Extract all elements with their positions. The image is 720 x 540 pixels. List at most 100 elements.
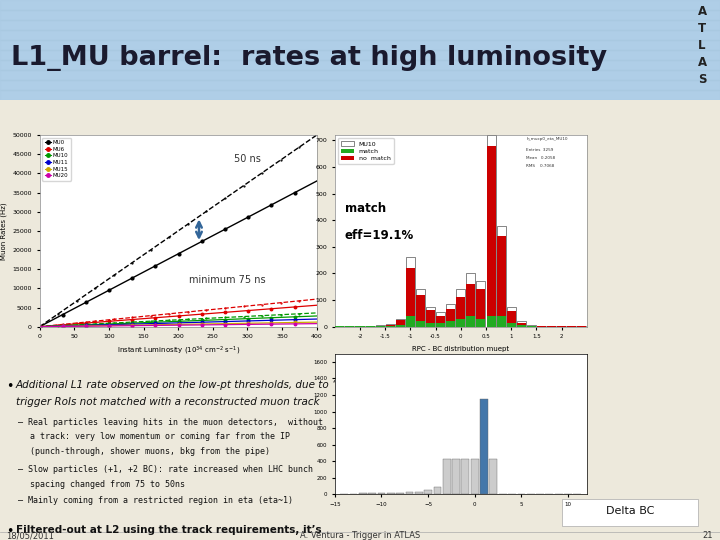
Text: A: A xyxy=(698,57,706,70)
Text: a track: very low momentum or coming far from the IP: a track: very low momentum or coming far… xyxy=(30,432,290,441)
Bar xyxy=(366,326,374,327)
Bar xyxy=(406,316,415,327)
Text: Entries  3259: Entries 3259 xyxy=(526,148,554,152)
Bar xyxy=(416,295,425,327)
Text: L1_MU barrel:  rates at high luminosity: L1_MU barrel: rates at high luminosity xyxy=(11,45,607,71)
Text: •: • xyxy=(6,380,13,393)
Text: minimum 75 ns: minimum 75 ns xyxy=(189,275,265,285)
Bar xyxy=(527,326,536,327)
Bar xyxy=(426,310,435,327)
Text: RMS    0.7068: RMS 0.7068 xyxy=(526,164,554,168)
Bar xyxy=(433,488,441,494)
Text: h_mucp0_eta_MU10: h_mucp0_eta_MU10 xyxy=(526,137,568,141)
Bar xyxy=(426,307,435,327)
Bar xyxy=(487,316,495,327)
Bar xyxy=(507,310,516,327)
Bar xyxy=(415,491,423,494)
Bar xyxy=(467,316,475,327)
Bar xyxy=(467,284,475,327)
Bar xyxy=(436,316,445,327)
Text: Delta BC: Delta BC xyxy=(606,507,654,516)
Bar xyxy=(562,498,698,526)
Bar xyxy=(406,268,415,327)
Text: 21: 21 xyxy=(702,531,713,540)
Bar xyxy=(477,289,485,327)
Bar xyxy=(477,281,485,327)
Legend: MU0, MU6, MU10, MU11, MU15, MU20: MU0, MU6, MU10, MU11, MU15, MU20 xyxy=(42,138,71,180)
Bar xyxy=(462,458,469,494)
Text: Mean   0.2058: Mean 0.2058 xyxy=(526,156,556,160)
Text: Filtered-out at L2 using the track requirements, it’s: Filtered-out at L2 using the track requi… xyxy=(16,524,321,535)
Text: T: T xyxy=(698,23,706,36)
Bar xyxy=(490,458,498,494)
Bar xyxy=(497,226,505,327)
Text: spacing changed from 75 to 50ns: spacing changed from 75 to 50ns xyxy=(30,480,185,489)
Bar xyxy=(396,319,405,327)
Bar xyxy=(436,323,445,327)
Bar xyxy=(507,307,516,327)
Bar xyxy=(396,493,404,494)
Bar xyxy=(0,0,720,10)
Bar xyxy=(0,20,720,30)
Text: S: S xyxy=(698,73,706,86)
Bar xyxy=(396,326,405,327)
Bar xyxy=(424,490,432,494)
Bar xyxy=(376,326,384,327)
Bar xyxy=(452,458,460,494)
Bar xyxy=(436,312,445,327)
Bar xyxy=(376,326,384,327)
Text: – Real particles leaving hits in the muon detectors,  without: – Real particles leaving hits in the muo… xyxy=(18,417,323,427)
Bar xyxy=(346,326,354,327)
Bar xyxy=(416,289,425,327)
Text: L: L xyxy=(698,39,706,52)
Y-axis label: Muon Rates (Hz): Muon Rates (Hz) xyxy=(1,202,7,260)
Bar xyxy=(471,458,479,494)
Bar xyxy=(386,324,395,327)
Bar xyxy=(0,80,720,90)
Bar xyxy=(0,70,720,80)
Bar xyxy=(356,326,364,327)
Bar xyxy=(0,40,720,50)
Text: MU10 match with standalone muons: MU10 match with standalone muons xyxy=(378,375,544,384)
Bar xyxy=(507,323,516,327)
X-axis label: Instant Luminosity (10$^{34}$ cm$^{-2}$ s$^{-1}$): Instant Luminosity (10$^{34}$ cm$^{-2}$ … xyxy=(117,345,240,357)
Bar xyxy=(497,316,505,327)
Bar xyxy=(416,321,425,327)
Bar xyxy=(480,399,488,494)
Text: – Mainly coming from a restricted region in eta (eta~1): – Mainly coming from a restricted region… xyxy=(18,496,293,505)
Text: (punch-through, shower muons, bkg from the pipe): (punch-through, shower muons, bkg from t… xyxy=(30,447,270,456)
Bar xyxy=(377,493,385,494)
Text: Additional L1 rate observed on the low-pt thresholds, due to “fake muons”:: Additional L1 rate observed on the low-p… xyxy=(16,380,408,390)
Text: 18/05/2011: 18/05/2011 xyxy=(6,531,53,540)
Legend: MU10, match, no  match: MU10, match, no match xyxy=(338,138,394,164)
Bar xyxy=(0,90,720,100)
Text: trigger RoIs not matched with a reconstructed muon track: trigger RoIs not matched with a reconstr… xyxy=(16,397,320,407)
Bar xyxy=(477,319,485,327)
Text: match: match xyxy=(345,202,386,215)
Bar xyxy=(517,323,526,327)
Bar xyxy=(443,458,451,494)
Bar xyxy=(406,258,415,327)
Bar xyxy=(0,10,720,20)
Bar xyxy=(456,298,465,327)
Bar xyxy=(396,320,405,327)
Bar xyxy=(0,60,720,70)
Bar xyxy=(467,273,475,327)
Bar xyxy=(405,492,413,494)
Bar xyxy=(366,326,374,327)
Bar xyxy=(356,326,364,327)
Text: 50 ns: 50 ns xyxy=(233,154,261,164)
Text: eff=19.1%: eff=19.1% xyxy=(345,229,414,242)
Title: RPC - BC distribution muept: RPC - BC distribution muept xyxy=(413,346,509,352)
Bar xyxy=(387,493,395,494)
Text: – Slow particles (+1, +2 BC): rate increased when LHC bunch: – Slow particles (+1, +2 BC): rate incre… xyxy=(18,465,313,474)
Bar xyxy=(487,146,495,327)
Bar xyxy=(527,326,536,327)
Bar xyxy=(0,50,720,60)
Text: •: • xyxy=(6,524,13,538)
Text: A. Ventura - Trigger in ATLAS: A. Ventura - Trigger in ATLAS xyxy=(300,531,420,540)
Bar xyxy=(517,321,526,327)
Bar xyxy=(386,325,395,327)
Bar xyxy=(517,326,526,327)
Bar xyxy=(446,304,455,327)
